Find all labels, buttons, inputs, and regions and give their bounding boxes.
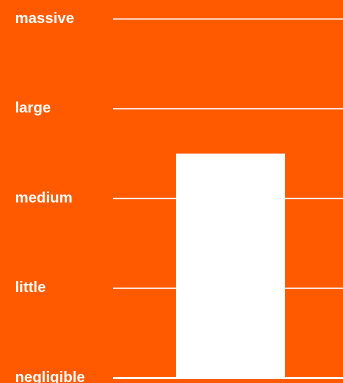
bar-0 [176, 153, 285, 378]
y-axis-tick-labels: negligible little medium large massive [15, 10, 85, 383]
y-tick-label-massive: massive [15, 10, 74, 27]
y-tick-label-large: large [15, 100, 51, 117]
bars [176, 153, 285, 378]
y-tick-label-little: little [15, 279, 46, 296]
y-tick-label-medium: medium [15, 189, 73, 206]
y-tick-label-negligible: negligible [15, 369, 85, 383]
